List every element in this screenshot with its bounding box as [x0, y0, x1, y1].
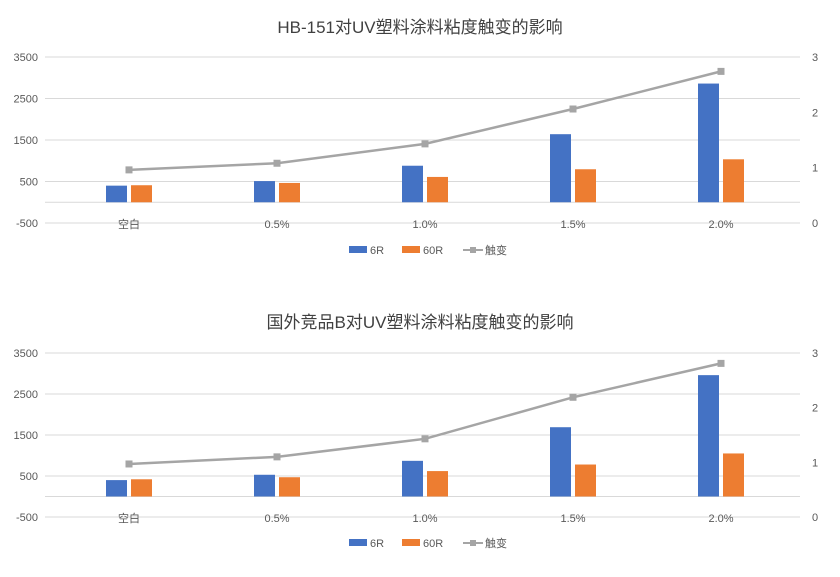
legend-swatch — [402, 246, 420, 253]
x-tick-label: 空白 — [118, 511, 140, 525]
y-right-tick-label: 2 — [812, 107, 818, 119]
x-tick-label: 1.5% — [560, 219, 585, 231]
line-marker — [421, 140, 429, 148]
y-right-tick-label: 0 — [812, 218, 818, 230]
legend-label: 60R — [423, 245, 443, 257]
bar-60r — [131, 479, 152, 497]
line-marker — [125, 460, 133, 468]
x-tick-label: 空白 — [118, 217, 140, 231]
y-left-tick-label: 500 — [20, 471, 38, 483]
bar-6r — [106, 480, 127, 497]
legend-item: 60R — [402, 245, 443, 257]
y-left-tick-label: 1500 — [14, 135, 38, 147]
chart-2: 国外竞品B对UV塑料涂料粘度触变的影响 -500 500 1500 2500 3500 0 1… — [14, 313, 819, 550]
y-right-tick-label: 1 — [812, 163, 818, 175]
legend-item: 6R — [349, 245, 384, 257]
bar-6r — [550, 427, 571, 497]
x-tick-label: 2.0% — [708, 513, 733, 525]
legend-label: 60R — [423, 538, 443, 550]
line-marker — [717, 67, 725, 75]
line-marker — [273, 453, 281, 461]
y-left-tick-label: 2500 — [14, 389, 38, 401]
y-right-tick-label: 3 — [812, 348, 818, 360]
bar-6r — [698, 375, 719, 497]
bar-6r — [106, 185, 127, 203]
legend-swatch — [349, 246, 367, 253]
bar-6r — [254, 181, 275, 203]
legend-item: 触变 — [463, 243, 507, 257]
line-marker — [569, 393, 577, 401]
y-left-tick-label: 3500 — [14, 52, 38, 64]
line-marker — [569, 105, 577, 113]
y-left-tick-label: 1500 — [14, 430, 38, 442]
x-tick-label: 1.0% — [412, 219, 437, 231]
y-left-tick-label: -500 — [16, 512, 38, 524]
chart-title: HB-151对UV塑料涂料粘度触变的影响 — [277, 18, 562, 37]
bar-60r — [279, 477, 300, 497]
bar-6r — [402, 165, 423, 203]
legend-item: 6R — [349, 538, 384, 550]
x-tick-label: 1.5% — [560, 513, 585, 525]
x-tick-label: 0.5% — [264, 513, 289, 525]
line-marker — [421, 435, 429, 443]
x-tick-label: 0.5% — [264, 219, 289, 231]
y-right-tick-label: 0 — [812, 512, 818, 524]
bar-6r — [254, 474, 275, 497]
line-series-thixotropy — [128, 362, 722, 466]
y-left-tick-label: 2500 — [14, 94, 38, 106]
bar-60r — [723, 159, 744, 203]
bar-60r — [575, 464, 596, 497]
bar-60r — [279, 182, 300, 203]
bar-60r — [427, 471, 448, 497]
bar-6r — [698, 83, 719, 203]
y-right-tick-label: 1 — [812, 457, 818, 469]
bar-60r — [575, 169, 596, 203]
line-series-thixotropy — [128, 70, 722, 172]
y-left-tick-label: 500 — [20, 177, 38, 189]
chart-1: HB-151对UV塑料涂料粘度触变的影响 -500 500 1500 2500 3500 0… — [14, 18, 819, 257]
line-marker — [717, 359, 725, 367]
line-marker — [273, 159, 281, 167]
y-right-tick-label: 2 — [812, 403, 818, 415]
legend-marker — [470, 540, 476, 546]
legend-label: 触变 — [485, 536, 507, 550]
legend-swatch — [349, 539, 367, 546]
y-right-tick-label: 3 — [812, 52, 818, 64]
chart-title: 国外竞品B对UV塑料涂料粘度触变的影响 — [267, 313, 574, 332]
legend-label: 触变 — [485, 243, 507, 257]
bar-6r — [402, 460, 423, 497]
y-left-tick-label: 3500 — [14, 348, 38, 360]
legend-label: 6R — [370, 245, 384, 257]
y-left-tick-label: -500 — [16, 218, 38, 230]
bar-6r — [550, 134, 571, 203]
legend-swatch — [402, 539, 420, 546]
legend-marker — [470, 247, 476, 253]
bar-60r — [131, 185, 152, 203]
line-marker — [125, 166, 133, 174]
legend-label: 6R — [370, 538, 384, 550]
legend-item: 触变 — [463, 536, 507, 550]
x-tick-label: 1.0% — [412, 513, 437, 525]
bar-60r — [723, 453, 744, 497]
x-tick-label: 2.0% — [708, 219, 733, 231]
bar-60r — [427, 176, 448, 203]
legend-item: 60R — [402, 538, 443, 550]
